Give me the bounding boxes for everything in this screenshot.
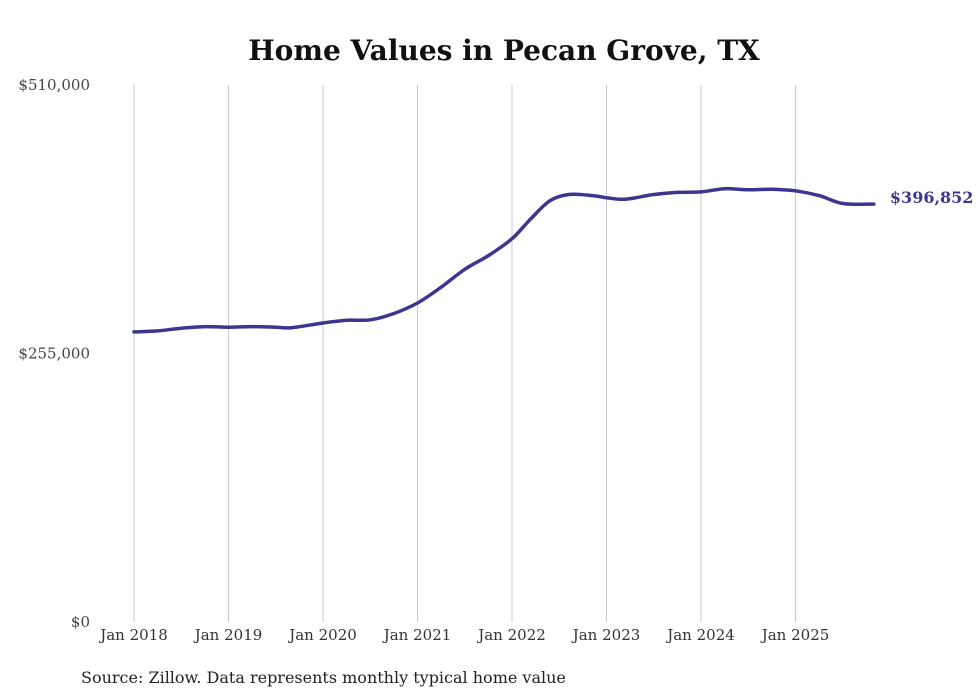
x-tick-label: Jan 2020 [287,626,357,644]
y-tick-label: $0 [71,613,90,631]
x-tick-label: Jan 2024 [665,626,735,644]
x-tick-label: Jan 2018 [98,626,168,644]
y-tick-label: $255,000 [18,345,90,363]
x-tick-label: Jan 2021 [382,626,452,644]
x-tick-label: Jan 2022 [476,626,546,644]
source-note: Source: Zillow. Data represents monthly … [81,668,566,687]
y-axis: $0 $255,000 $510,000 [18,76,90,631]
x-axis: Jan 2018 Jan 2019 Jan 2020 Jan 2021 Jan 2022… [98,626,829,644]
end-value-label: $396,852 [890,188,974,207]
x-tick-label: Jan 2023 [571,626,641,644]
chart-title: Home Values in Pecan Grove, TX [248,34,760,67]
grid [133,85,796,622]
x-tick-label: Jan 2025 [760,626,830,644]
series-line [132,186,876,334]
x-tick-label: Jan 2019 [193,626,263,644]
series-group: $396,852 [132,186,974,334]
y-tick-label: $510,000 [18,76,90,94]
